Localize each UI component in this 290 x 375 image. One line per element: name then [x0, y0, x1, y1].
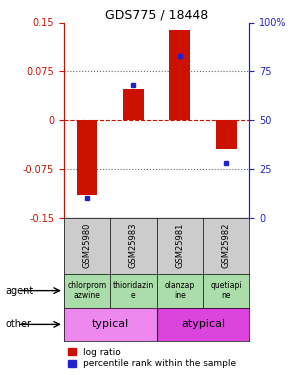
Text: atypical: atypical	[181, 320, 225, 329]
Bar	[77, 120, 97, 195]
Bar	[216, 120, 237, 149]
Text: other: other	[6, 320, 32, 329]
Text: agent: agent	[6, 286, 34, 296]
Text: typical: typical	[92, 320, 129, 329]
FancyBboxPatch shape	[64, 308, 157, 341]
Text: olanzap
ine: olanzap ine	[165, 281, 195, 300]
Bar	[123, 89, 144, 120]
FancyBboxPatch shape	[110, 274, 157, 308]
Title: GDS775 / 18448: GDS775 / 18448	[105, 8, 208, 21]
Text: GSM25983: GSM25983	[129, 223, 138, 268]
FancyBboxPatch shape	[157, 274, 203, 308]
Text: GSM25980: GSM25980	[82, 223, 92, 268]
Text: GSM25981: GSM25981	[175, 223, 184, 268]
Text: quetiapi
ne: quetiapi ne	[210, 281, 242, 300]
Text: GSM25982: GSM25982	[222, 223, 231, 268]
FancyBboxPatch shape	[203, 274, 249, 308]
Text: thioridazin
e: thioridazin e	[113, 281, 154, 300]
Text: chlorprom
azwine: chlorprom azwine	[68, 281, 106, 300]
FancyBboxPatch shape	[157, 308, 249, 341]
Legend: log ratio, percentile rank within the sample: log ratio, percentile rank within the sa…	[68, 348, 236, 369]
Bar	[169, 30, 190, 120]
FancyBboxPatch shape	[64, 274, 110, 308]
